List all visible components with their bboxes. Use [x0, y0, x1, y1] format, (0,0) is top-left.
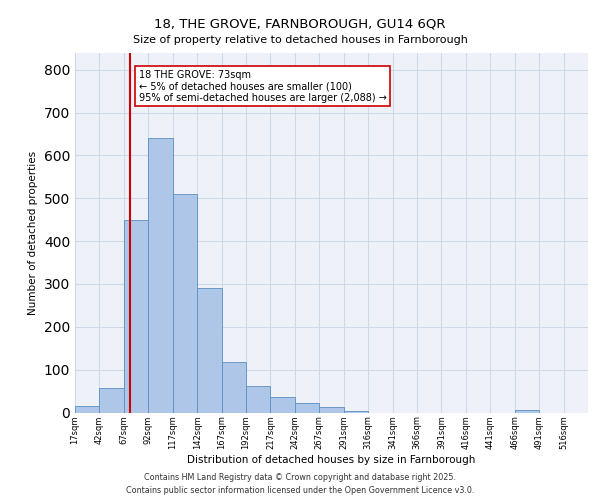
Bar: [319, 408, 344, 412]
X-axis label: Distribution of detached houses by size in Farnborough: Distribution of detached houses by size …: [187, 455, 476, 465]
Bar: [100, 388, 124, 412]
Bar: [246, 386, 271, 412]
Y-axis label: Number of detached properties: Number of detached properties: [28, 150, 38, 314]
Bar: [221, 362, 246, 412]
Bar: [295, 403, 319, 412]
Bar: [173, 194, 197, 412]
Bar: [197, 288, 221, 412]
Bar: [344, 411, 368, 412]
Text: 18 THE GROVE: 73sqm
← 5% of detached houses are smaller (100)
95% of semi-detach: 18 THE GROVE: 73sqm ← 5% of detached hou…: [139, 70, 386, 103]
Text: Contains HM Land Registry data © Crown copyright and database right 2025.: Contains HM Land Registry data © Crown c…: [144, 472, 456, 482]
Text: 18, THE GROVE, FARNBOROUGH, GU14 6QR: 18, THE GROVE, FARNBOROUGH, GU14 6QR: [154, 18, 446, 30]
Text: Contains public sector information licensed under the Open Government Licence v3: Contains public sector information licen…: [126, 486, 474, 495]
Bar: [515, 410, 539, 412]
Bar: [148, 138, 173, 412]
Bar: [124, 220, 148, 412]
Bar: [271, 396, 295, 412]
Text: Size of property relative to detached houses in Farnborough: Size of property relative to detached ho…: [133, 35, 467, 45]
Bar: [75, 406, 100, 412]
